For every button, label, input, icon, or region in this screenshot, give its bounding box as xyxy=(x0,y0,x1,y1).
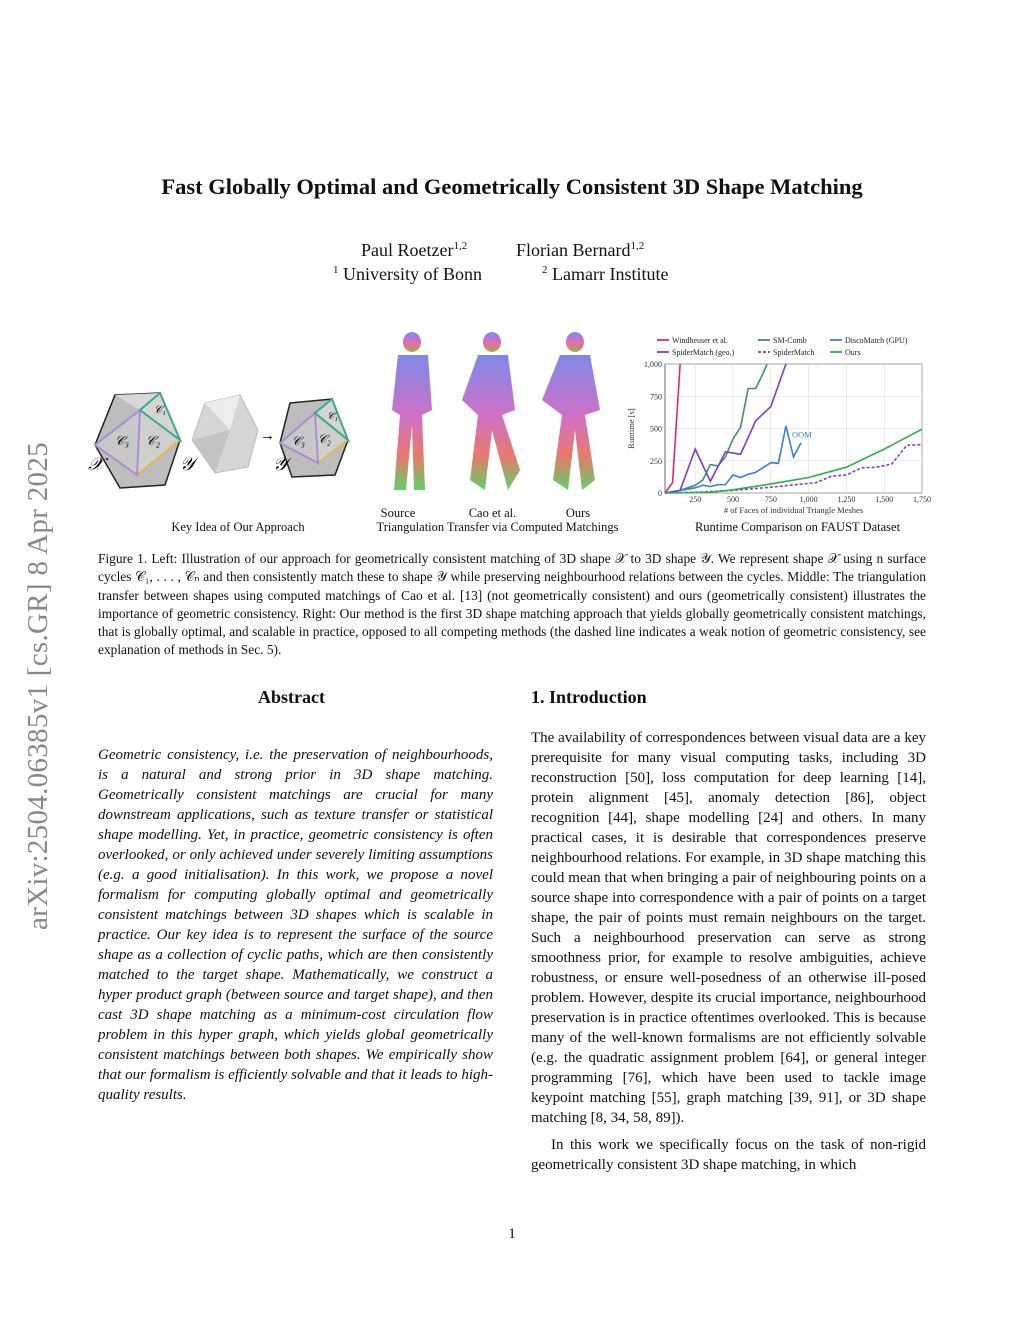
paper-title: Fast Globally Optimal and Geometrically … xyxy=(161,174,863,199)
author-sup: 1,2 xyxy=(453,240,468,252)
x-tick-label: 1,750 xyxy=(913,495,931,504)
affil-sup: 2 xyxy=(542,264,548,276)
cycle-c1-label: 𝒞₁ xyxy=(154,404,166,416)
ours-human-shape xyxy=(542,332,600,490)
oom-annotation: OOM xyxy=(792,430,812,440)
legend-label: Windheuser et al. xyxy=(672,336,728,345)
x-tick-label: 1,000 xyxy=(800,495,818,504)
affiliation-1: 1 University of Bonn xyxy=(333,264,482,285)
cao-label: Cao et al. xyxy=(468,506,517,520)
legend-label: SpiderMatch xyxy=(773,348,814,357)
arrow-icon: → xyxy=(260,428,275,444)
abstract-heading: Abstract xyxy=(258,687,325,707)
cao-human-shape xyxy=(462,332,520,490)
intro-paragraph: The availability of correspondences betw… xyxy=(531,730,926,1126)
x-tick-label: 500 xyxy=(727,495,739,504)
author-name: Paul Roetzer xyxy=(361,240,454,260)
cycle-c3-label: 𝒞₃ xyxy=(292,434,305,448)
x-axis-label: # of Faces of individual Triangle Meshes xyxy=(724,505,863,515)
series-line-sm-comb xyxy=(664,363,768,494)
x-tick-label: 750 xyxy=(765,495,777,504)
figure-caption: Figure 1. Left: Illustration of our appr… xyxy=(98,551,926,658)
arxiv-stamp: arXiv:2504.06385v1 [cs.GR] 8 Apr 2025 xyxy=(22,442,54,930)
triangulation-transfer-figures xyxy=(392,332,600,490)
source-human-shape xyxy=(392,332,432,490)
shape-y-matched-mesh: 𝒞₃ 𝒞₂ 𝒞₁ xyxy=(278,397,351,478)
right-figure-label: Runtime Comparison on FAUST Dataset xyxy=(694,520,901,534)
shape-x-mesh: 𝒞₃ 𝒞₂ 𝒞₁ xyxy=(93,391,183,489)
author-1: Paul Roetzer1,2 xyxy=(361,240,467,261)
source-label: Source xyxy=(380,506,416,520)
cycle-c2-label: 𝒞₂ xyxy=(146,433,160,448)
page-number: 1 xyxy=(508,1226,516,1242)
legend-label: SpiderMatch (geo.) xyxy=(672,348,735,357)
legend-label: DiscoMatch (GPU) xyxy=(845,336,908,345)
affiliation-2: 2 Lamarr Institute xyxy=(542,264,668,285)
x-tick-label: 250 xyxy=(689,495,701,504)
series-line-ours xyxy=(664,428,923,494)
y-tick-label: 750 xyxy=(650,392,662,401)
x-tick-label: 1,250 xyxy=(837,495,855,504)
x-tick-label: 1,500 xyxy=(875,495,893,504)
abstract-text: Geometric consistency, i.e. the preserva… xyxy=(98,747,493,1103)
author-name: Florian Bernard xyxy=(516,240,631,260)
left-figure-label: Key Idea of Our Approach xyxy=(171,520,305,534)
introduction-body: The availability of correspondences betw… xyxy=(531,728,926,1182)
series-line-spidermatch-geo- xyxy=(664,363,787,494)
author-2: Florian Bernard1,2 xyxy=(516,240,644,261)
legend-label: SM-Comb xyxy=(773,336,807,345)
legend-box xyxy=(650,333,928,361)
affil-name: University of Bonn xyxy=(343,264,482,284)
ours-label: Ours xyxy=(565,506,591,520)
legend-label: Ours xyxy=(845,348,861,357)
shape-y-label: 𝒴 xyxy=(180,454,199,474)
cycle-c3-label: 𝒞₃ xyxy=(115,433,129,448)
series-line-windheuser-et-al- xyxy=(664,363,681,494)
cycle-c1-label: 𝒞₁ xyxy=(327,411,338,422)
runtime-chart: 250 500 750 1,000 1,250 1,500 1,750 0 250 500 750 1… xyxy=(626,333,931,515)
y-axis-label: Runtime [s] xyxy=(626,408,636,449)
intro-paragraph: In this work we specifically focus on th… xyxy=(531,1137,926,1173)
affil-sup: 1 xyxy=(333,264,339,276)
y-tick-label: 500 xyxy=(650,425,662,434)
y-tick-label: 0 xyxy=(658,489,662,498)
series-line-spidermatch xyxy=(664,443,923,494)
introduction-heading: 1. Introduction xyxy=(531,687,647,707)
affil-name: Lamarr Institute xyxy=(552,264,669,284)
cycle-c2-label: 𝒞₂ xyxy=(318,432,331,446)
series-line-discomatch-gpu- xyxy=(664,425,802,494)
author-sup: 1,2 xyxy=(630,240,645,252)
y-tick-label: 1,000 xyxy=(644,360,662,369)
y-tick-label: 250 xyxy=(650,457,662,466)
middle-figure-label: Triangulation Transfer via Computed Matc… xyxy=(376,520,619,534)
key-idea-illustration: 𝒞₃ 𝒞₂ 𝒞₁ 𝒳 𝒴 → 𝒞₃ 𝒞₂ 𝒞₁ 𝒴 xyxy=(88,391,351,489)
